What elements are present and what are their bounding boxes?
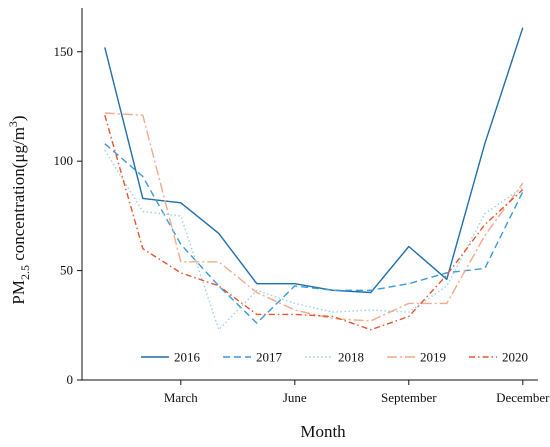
- series-line-2020: [104, 115, 524, 331]
- y-axis-title-subscript: 2.5: [18, 265, 32, 280]
- x-axis-ticks: March June September December: [164, 380, 550, 405]
- y-tick-label: 150: [54, 44, 74, 59]
- series-line-2018: [104, 149, 524, 331]
- legend-label-2018: 2018: [338, 350, 364, 365]
- series-line-2019: [104, 112, 524, 322]
- y-axis-title-rest: concentration(μg/m: [9, 127, 28, 265]
- series-lines: [104, 27, 524, 331]
- legend-label-2016: 2016: [174, 350, 201, 365]
- legend-label-2019: 2019: [420, 350, 446, 365]
- y-tick-label: 50: [60, 263, 73, 278]
- x-axis-title: Month: [300, 422, 346, 441]
- x-tick-label: September: [381, 390, 437, 405]
- y-axis-title-main: PM: [9, 280, 28, 305]
- y-axis-ticks: 0 50 100 150: [54, 44, 82, 387]
- series-line-2017: [104, 143, 524, 324]
- x-tick-label: December: [496, 390, 550, 405]
- legend: 2016 2017 2018 2019 2020: [141, 350, 528, 365]
- x-tick-label: March: [164, 390, 198, 405]
- y-tick-label: 0: [67, 372, 74, 387]
- series-line-2016: [104, 27, 524, 294]
- legend-label-2017: 2017: [256, 350, 283, 365]
- y-axis-title: PM2.5 concentration(μg/m3): [6, 115, 32, 304]
- x-tick-label: June: [283, 390, 307, 405]
- y-axis-title-close: ): [9, 115, 28, 121]
- y-tick-label: 100: [54, 153, 74, 168]
- legend-label-2020: 2020: [502, 350, 528, 365]
- y-axis-title-superscript: 3: [6, 121, 20, 127]
